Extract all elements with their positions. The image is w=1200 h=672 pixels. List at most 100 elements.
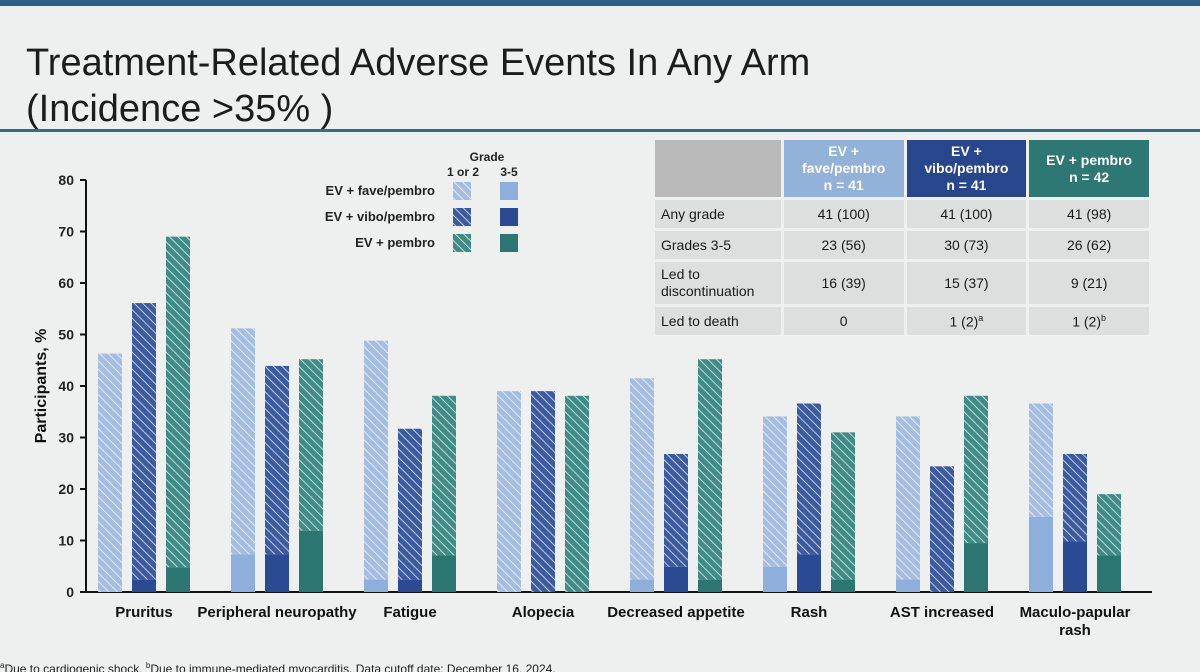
- bar-grade-3-5: [1029, 516, 1053, 592]
- x-category-label: Alopecia: [512, 604, 575, 621]
- y-tick-label: 20: [58, 481, 74, 497]
- y-tick-label: 50: [58, 327, 74, 343]
- slide-title: Treatment-Related Adverse Events In Any …: [26, 40, 810, 132]
- bar-grade-1-2: [531, 391, 555, 592]
- bar-grade-3-5: [299, 530, 323, 592]
- legend-swatch-grade-1-2: [453, 234, 471, 252]
- table-row-label: Led to death: [655, 307, 781, 335]
- table-header-line: fave/pembro: [802, 160, 886, 176]
- table-row-label: Grades 3-5: [655, 231, 781, 259]
- y-tick-label: 0: [66, 584, 74, 600]
- table-row-label: Any grade: [655, 200, 781, 228]
- table-header-row: EV + fave/pembro n = 41 EV + vibo/pembro…: [655, 140, 1149, 197]
- slide-title-line-2: (Incidence >35% ): [26, 88, 334, 130]
- bar-grade-3-5: [831, 579, 855, 592]
- y-tick-label: 10: [58, 533, 74, 549]
- bar-grade-1-2: [698, 359, 722, 580]
- bar-grade-3-5: [364, 579, 388, 592]
- table-row-label: Led to discontinuation: [655, 262, 781, 304]
- bar-grade-3-5: [664, 566, 688, 592]
- bar-grade-3-5: [132, 579, 156, 592]
- footnote-marker-b: b: [145, 661, 151, 670]
- cell-value: 1 (2): [1072, 313, 1102, 330]
- x-category-label: rash: [1059, 622, 1091, 639]
- bar-grade-3-5: [432, 555, 456, 592]
- legend-series-label: EV + pembro: [355, 235, 435, 250]
- table-cell: 41 (98): [1029, 200, 1149, 228]
- bar-grade-3-5: [630, 579, 654, 592]
- cell-value: 0: [839, 313, 848, 329]
- table-header-line: n = 41: [946, 177, 987, 193]
- bar-grade-3-5: [797, 554, 821, 592]
- legend-series-label: EV + vibo/pembro: [325, 209, 435, 224]
- legend-swatch-grade-3-5: [500, 234, 518, 252]
- footnote: aDue to cardiogenic shock. bDue to immun…: [0, 661, 556, 672]
- bar-grade-3-5: [964, 543, 988, 592]
- legend-swatch-grade-3-5: [500, 182, 518, 200]
- x-category-label: Maculo-papular: [1020, 604, 1131, 621]
- slide: Treatment-Related Adverse Events In Any …: [0, 6, 1200, 672]
- x-category-label: Fatigue: [383, 604, 436, 621]
- table-cell: 16 (39): [783, 262, 904, 304]
- bar-grade-3-5: [265, 554, 289, 592]
- table-cell: 15 (37): [906, 262, 1027, 304]
- table-cell: 23 (56): [783, 231, 904, 259]
- legend-title: Grade: [470, 150, 505, 164]
- y-tick-label: 40: [58, 378, 74, 394]
- table-header-line: EV + pembro: [1046, 151, 1133, 168]
- x-category-label: Peripheral neuropathy: [197, 604, 357, 621]
- bar-grade-1-2: [565, 395, 589, 592]
- table-cell: 9 (21): [1029, 262, 1149, 304]
- table-cell: 1 (2)a: [906, 307, 1027, 335]
- cell-value: 1 (2): [949, 313, 979, 330]
- table-cell: 41 (100): [783, 200, 904, 228]
- bar-grade-1-2: [831, 432, 855, 580]
- legend-col-label: 1 or 2: [447, 165, 479, 179]
- legend-swatch-grade-1-2: [453, 208, 471, 226]
- bar-grade-3-5: [698, 579, 722, 592]
- bar-grade-1-2: [930, 466, 954, 592]
- footnote-marker: a: [978, 312, 984, 323]
- bar-grade-1-2: [497, 391, 521, 592]
- bar-grade-1-2: [797, 403, 821, 555]
- footnote-marker-a: a: [0, 661, 5, 670]
- footnote-a-text: Due to cardiogenic shock.: [4, 662, 146, 672]
- bar-grade-3-5: [166, 567, 190, 592]
- x-category-label: Pruritus: [115, 604, 173, 621]
- table-header-vibo: EV + vibo/pembro n = 41: [906, 140, 1027, 197]
- table-header-blank: [655, 140, 781, 197]
- bar-grade-1-2: [1029, 403, 1053, 517]
- bar-grade-3-5: [231, 554, 255, 592]
- table-header-pembro: EV + pembro n = 42: [1029, 140, 1149, 197]
- legend-col-label: 3-5: [500, 165, 518, 179]
- x-category-label: Decreased appetite: [607, 604, 745, 621]
- y-tick-label: 60: [58, 275, 74, 291]
- bar-grade-1-2: [364, 340, 388, 580]
- legend-swatch-grade-1-2: [453, 182, 471, 200]
- bar-grade-1-2: [1063, 453, 1087, 542]
- bar-grade-1-2: [630, 378, 654, 580]
- table-cell: 0: [783, 307, 904, 335]
- bar-grade-1-2: [964, 395, 988, 544]
- bar-grade-1-2: [432, 395, 456, 556]
- y-tick-label: 80: [58, 172, 74, 188]
- title-divider: [0, 129, 1200, 132]
- footnote-marker: b: [1101, 312, 1107, 323]
- bar-grade-3-5: [763, 566, 787, 592]
- y-tick-label: 70: [58, 224, 74, 240]
- footnote-b-text: Due to immune-mediated myocarditis. Data…: [150, 662, 556, 672]
- bar-grade-1-2: [398, 428, 422, 580]
- bar-grade-1-2: [231, 328, 255, 555]
- bar-grade-1-2: [98, 353, 122, 592]
- bar-grade-1-2: [132, 303, 156, 580]
- x-category-label: Rash: [791, 604, 828, 621]
- bar-grade-1-2: [896, 416, 920, 580]
- bar-grade-3-5: [1063, 541, 1087, 592]
- table-header-fave: EV + fave/pembro n = 41: [783, 140, 904, 197]
- legend-series-label: EV + fave/pembro: [326, 183, 436, 198]
- table-cell: 1 (2)b: [1029, 307, 1149, 335]
- table-cell: 30 (73): [906, 231, 1027, 259]
- bar-grade-1-2: [265, 365, 289, 555]
- slide-title-line-1: Treatment-Related Adverse Events In Any …: [26, 42, 811, 84]
- table-row: Grades 3-5 23 (56) 30 (73) 26 (62): [655, 231, 1149, 259]
